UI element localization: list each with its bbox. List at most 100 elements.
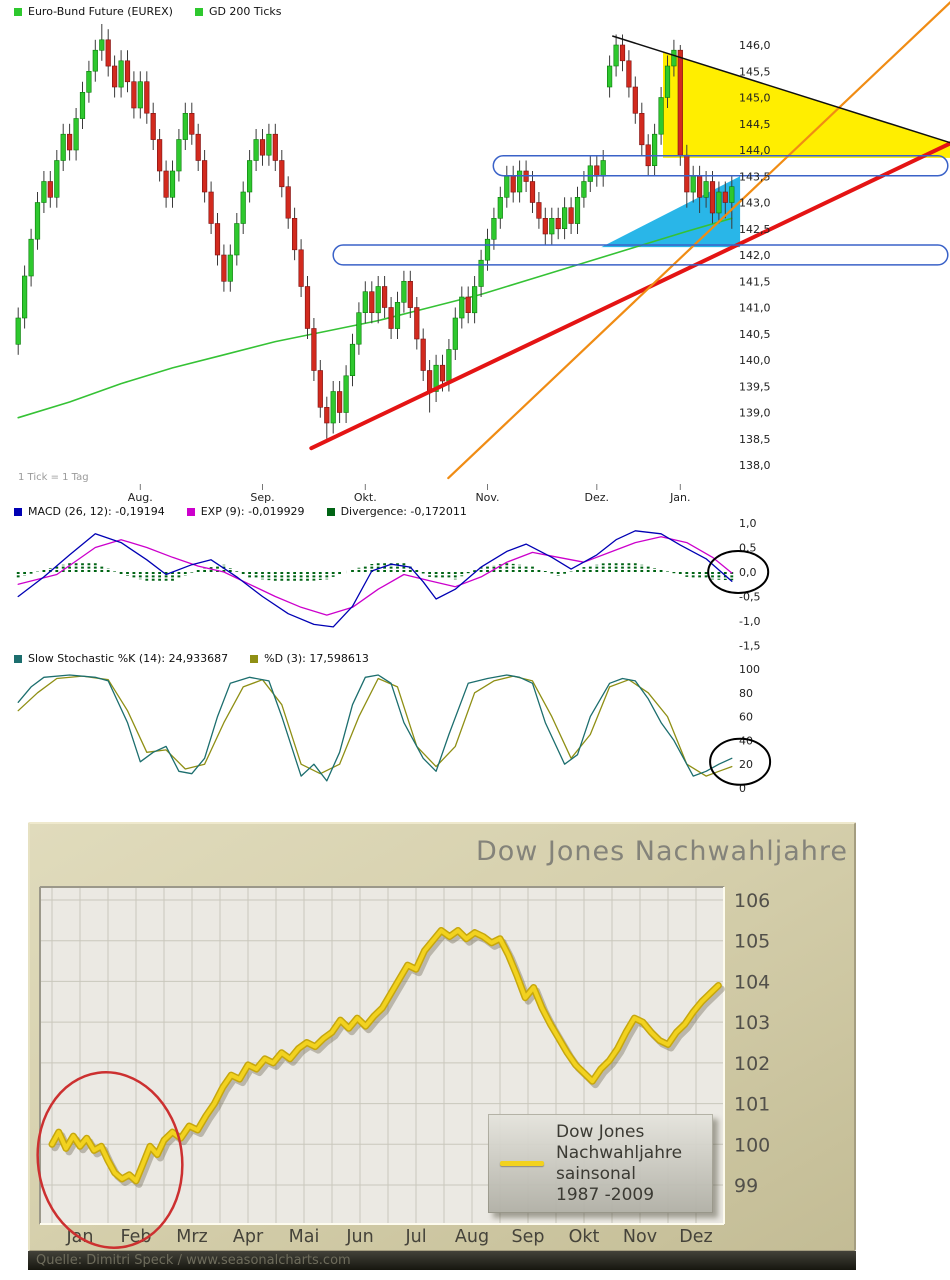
svg-text:143,0: 143,0 [739,197,771,210]
svg-text:80: 80 [739,687,753,700]
stochastic-panel: 100 80 60 40 20 0 [17,663,772,795]
tick-footnote: 1 Tick = 1 Tag [18,472,89,483]
stoch-highlight-circle [709,737,772,786]
svg-text:141,0: 141,0 [739,302,771,315]
series-label: MACD (26, 12): -0,19194 [28,505,165,518]
svg-text:Nov.: Nov. [475,491,499,504]
svg-text:Sep.: Sep. [250,491,274,504]
svg-text:40: 40 [739,734,753,747]
seasonal-line [48,927,725,1188]
svg-text:Apr: Apr [233,1227,264,1247]
series-swatch [194,7,203,16]
svg-text:-1,0: -1,0 [739,615,760,628]
macd-legend: MACD (26, 12): -0,19194 EXP (9): -0,0199… [14,505,467,518]
svg-text:142,5: 142,5 [739,223,771,236]
series-swatch [14,507,22,516]
series-swatch [250,654,259,663]
series-swatch [326,507,335,516]
series-label: Slow Stochastic %K (14): 24,933687 [28,652,229,665]
value-axis: 106 105 104 103 102 101 100 99 [734,890,770,1197]
legend-text-line: sainsonal [556,1163,636,1184]
series-swatch [14,7,22,16]
svg-text:145,5: 145,5 [739,65,771,78]
series-swatch [14,654,22,663]
svg-text:-0,5: -0,5 [739,591,760,604]
svg-text:142,0: 142,0 [739,249,771,262]
price-axis: 146,0 145,5 145,0 144,5 144,0 143,5 143,0 142,5… [739,39,771,472]
svg-text:104: 104 [734,971,770,993]
svg-text:141,5: 141,5 [739,275,771,288]
gd200-line [17,217,733,419]
seasonal-legend: Dow Jones Nachwahljahre sainsonal 1987 -… [488,1114,713,1213]
series-label: GD 200 Ticks [208,5,282,18]
svg-text:140,0: 140,0 [739,354,771,367]
legend-text: Dow Jones Nachwahljahre sainsonal 1987 -… [556,1122,682,1206]
svg-text:Mai: Mai [289,1227,320,1247]
series-swatch [186,507,195,516]
svg-text:0,0: 0,0 [739,566,757,579]
svg-text:-1,5: -1,5 [739,640,760,653]
svg-text:Feb: Feb [121,1227,152,1247]
legend-line-sample [500,1161,544,1166]
svg-text:100: 100 [739,663,760,676]
month-axis: Aug. Sep. Okt. Nov. Dez. Jan. [128,484,691,504]
svg-text:Dez: Dez [679,1227,712,1247]
svg-text:0: 0 [739,782,746,795]
svg-text:1,0: 1,0 [739,517,757,530]
stoch-legend: Slow Stochastic %K (14): 24,933687 %D (3… [14,652,369,665]
svg-text:Okt.: Okt. [354,491,377,504]
svg-text:Sep: Sep [512,1227,545,1247]
svg-text:144,5: 144,5 [739,118,771,131]
price-zone [332,244,949,266]
seasonal-title: Dow Jones Nachwahljahre [475,836,848,867]
svg-text:99: 99 [734,1175,758,1197]
svg-text:Jan.: Jan. [669,491,690,504]
svg-text:Aug.: Aug. [128,491,153,504]
svg-text:Nov: Nov [623,1227,657,1247]
svg-text:20: 20 [739,758,753,771]
legend-text-line: 1987 -2009 [556,1184,655,1205]
bund-legend: Euro-Bund Future (EUREX) GD 200 Ticks [14,5,282,18]
series-label: Euro-Bund Future (EUREX) [28,5,173,18]
svg-text:143,5: 143,5 [739,170,771,183]
macd-highlight-circle [707,550,770,594]
source-credit: Quelle: Dimitri Speck / www.seasonalchar… [28,1251,856,1270]
svg-text:103: 103 [734,1012,770,1034]
svg-text:138,0: 138,0 [739,459,771,472]
svg-text:146,0: 146,0 [739,39,771,52]
svg-text:106: 106 [734,890,770,912]
trendlines [309,1,950,480]
svg-text:100: 100 [734,1134,770,1156]
svg-text:60: 60 [739,711,753,724]
bund-chart-canvas: 146,0 145,5 145,0 144,5 144,0 143,5 143,0 142,5… [15,1,950,795]
macd-panel: 1,00,50,0-0,5-1,0-1,5 [16,517,770,653]
series-label: %D (3): 17,598613 [264,652,369,665]
series-label: Divergence: -0,172011 [340,505,467,518]
svg-text:101: 101 [734,1094,770,1116]
pattern-triangles [601,51,950,248]
svg-text:138,5: 138,5 [739,433,771,446]
svg-text:144,0: 144,0 [739,144,771,157]
month-axis: Jan Feb Mrz Apr Mai Jun Jul Aug Sep Okt Nov Dez [66,1227,713,1247]
bund-chart-section: 146,0 145,5 145,0 144,5 144,0 143,5 143,0 142,5… [14,1,950,795]
price-zone [492,155,949,177]
svg-text:Jun: Jun [345,1227,373,1247]
candles [15,24,735,439]
svg-text:Jul: Jul [404,1227,426,1247]
seasonal-chart-frame: 106 105 104 103 102 101 100 99 Jan Feb Mrz Apr Mai Ju… [28,822,856,1251]
svg-text:Mrz: Mrz [176,1227,207,1247]
svg-text:Aug: Aug [455,1227,489,1247]
svg-text:Okt: Okt [569,1227,600,1247]
legend-text-line: Dow Jones [556,1121,645,1142]
legend-text-line: Nachwahljahre [556,1142,683,1163]
svg-text:140,5: 140,5 [739,328,771,341]
svg-text:139,5: 139,5 [739,380,771,393]
svg-text:105: 105 [734,931,770,953]
jan-feb-highlight-ellipse [36,1071,184,1249]
svg-text:102: 102 [734,1053,770,1075]
seasonal-chart-canvas: 106 105 104 103 102 101 100 99 Jan Feb Mrz Apr Mai Ju… [30,824,854,1254]
series-label: EXP (9): -0,019929 [200,505,305,518]
svg-text:139,0: 139,0 [739,407,771,420]
svg-text:145,0: 145,0 [739,92,771,105]
